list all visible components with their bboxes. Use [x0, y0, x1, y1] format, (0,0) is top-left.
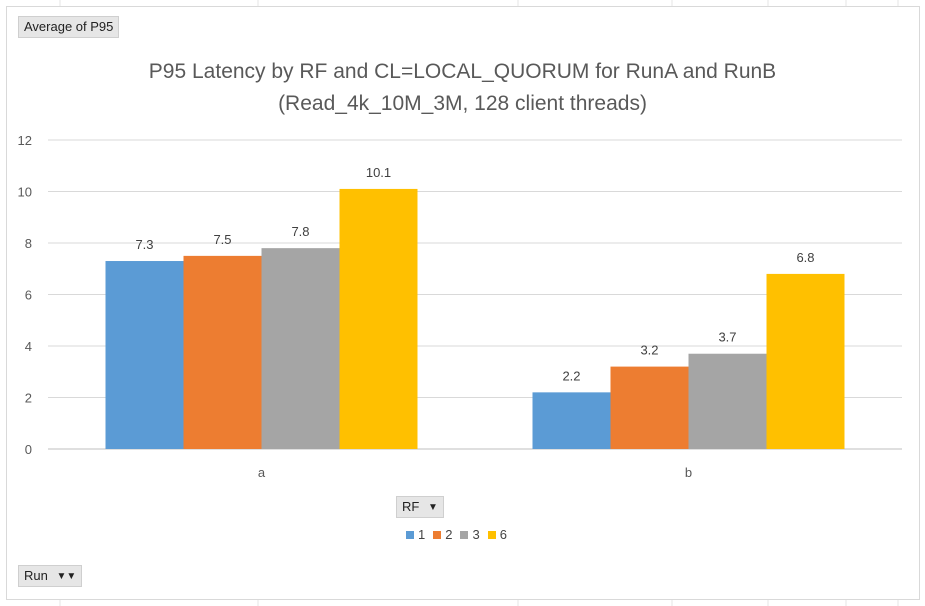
data-label: 3.7 [718, 330, 736, 345]
data-label: 7.5 [213, 232, 231, 247]
legend-label: 6 [499, 527, 507, 542]
data-label: 7.8 [291, 224, 309, 239]
data-label: 10.1 [366, 165, 391, 180]
y-tick-label: 6 [25, 288, 32, 303]
y-tick-label: 10 [18, 185, 32, 200]
chart-title: P95 Latency by RF and CL=LOCAL_QUORUM fo… [148, 60, 777, 83]
value-field-button[interactable]: Average of P95 [18, 16, 120, 38]
dropdown-filter-icon: ▼▼ [56, 571, 77, 582]
legend-field-label: RF [402, 499, 420, 514]
y-tick-label: 2 [25, 391, 32, 406]
bar-rf-1-run-b[interactable] [532, 392, 611, 449]
legend-swatch [433, 531, 442, 539]
legend-label: 3 [472, 527, 480, 542]
y-tick-label: 12 [18, 133, 32, 148]
y-tick-label: 8 [25, 236, 32, 251]
legend-swatch [460, 531, 469, 539]
x-tick-label: b [685, 465, 692, 480]
bar-rf-6-run-a[interactable] [339, 188, 418, 450]
axis-field-label: Run [24, 568, 48, 583]
bar-rf-2-run-a[interactable] [183, 255, 262, 449]
legend-item-rf-1[interactable]: 1 [406, 527, 425, 542]
chart-subtitle: (Read_4k_10M_3M, 128 client threads) [278, 92, 647, 115]
data-label: 2.2 [562, 368, 580, 383]
legend-item-rf-6[interactable]: 6 [487, 527, 507, 542]
legend-swatch [406, 531, 414, 539]
bar-rf-1-run-a[interactable] [105, 261, 184, 449]
legend-label: 1 [418, 527, 426, 542]
y-tick-label: 4 [25, 339, 32, 354]
legend-label: 2 [445, 527, 453, 542]
dropdown-arrow-icon: ▼ [427, 502, 438, 513]
legend-item-rf-2[interactable]: 2 [433, 527, 452, 542]
y-tick-label: 0 [25, 442, 32, 457]
bar-rf-6-run-b[interactable] [766, 273, 845, 449]
bar-rf-3-run-a[interactable] [261, 248, 340, 449]
legend-field-button[interactable]: RF ▼ [396, 496, 444, 518]
value-field-label: Average of P95 [24, 19, 114, 34]
legend-swatch [487, 531, 496, 539]
bar-rf-2-run-b[interactable] [610, 366, 689, 449]
data-label: 3.2 [640, 343, 658, 358]
bar-rf-3-run-b[interactable] [688, 353, 767, 449]
legend-item-rf-3[interactable]: 3 [460, 527, 480, 542]
x-tick-label: a [258, 465, 266, 480]
legend: 1 2 3 6 [406, 527, 515, 542]
data-label: 6.8 [796, 250, 814, 265]
data-label: 7.3 [135, 237, 153, 252]
axis-field-button[interactable]: Run ▼▼ [18, 565, 83, 587]
